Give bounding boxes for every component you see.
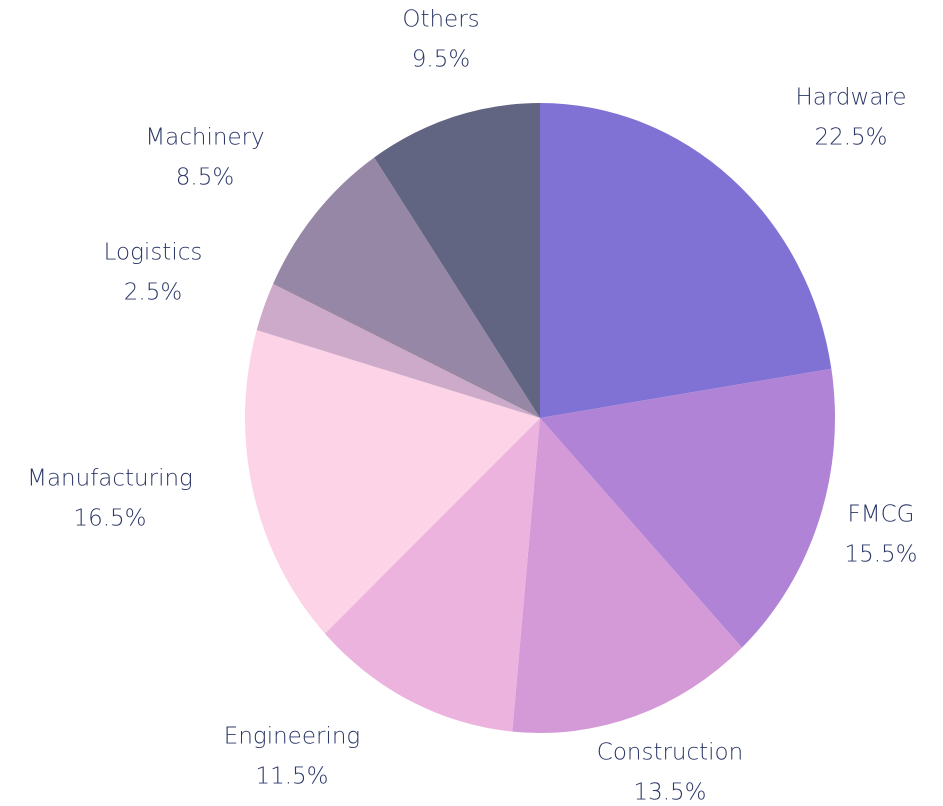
pie-slice — [512, 418, 742, 733]
slice-label: FMCG — [848, 502, 915, 528]
slice-value-label: 8.5% — [176, 165, 234, 191]
slice-label: Manufacturing — [27, 466, 193, 492]
pie-slice — [374, 103, 540, 418]
slice-label: Hardware — [795, 85, 906, 111]
slice-value-label: 2.5% — [124, 280, 182, 306]
slice-value-label: 16.5% — [73, 506, 146, 532]
pie-slice — [244, 330, 540, 634]
slice-value-label: 13.5% — [633, 780, 706, 806]
slice-label: Logistics — [104, 240, 203, 266]
slice-label: Construction — [597, 740, 743, 766]
slice-value-label: 15.5% — [844, 542, 917, 568]
pie-slice — [540, 103, 832, 418]
slice-label: Machinery — [145, 125, 264, 151]
pie-slice — [256, 283, 540, 418]
pie-slice — [324, 418, 540, 732]
slice-value-label: 9.5% — [412, 47, 470, 73]
pie-slice — [540, 368, 835, 648]
slice-label: Others — [402, 7, 479, 33]
pie-slice — [273, 157, 540, 419]
slice-label: Engineering — [224, 724, 360, 750]
slice-value-label: 22.5% — [814, 125, 887, 151]
slice-value-label: 11.5% — [255, 764, 328, 790]
